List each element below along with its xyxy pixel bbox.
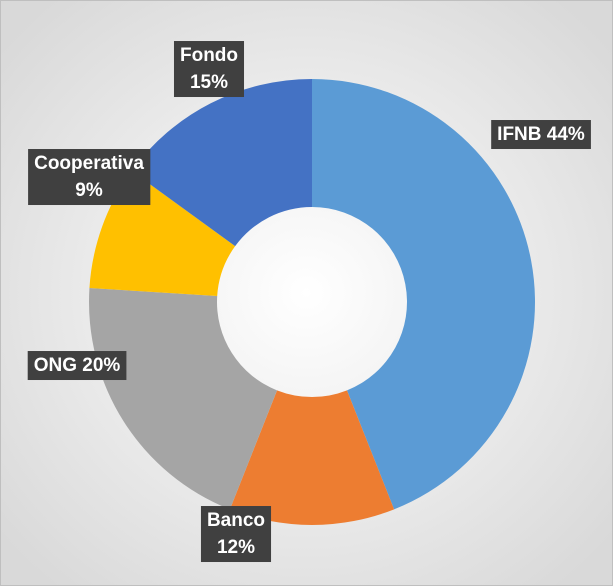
label-value: 44% xyxy=(547,124,585,145)
label-category: ONG xyxy=(34,355,77,376)
label-value: 15% xyxy=(190,72,228,93)
donut-slice xyxy=(312,79,536,510)
label-category: IFNB xyxy=(497,124,541,145)
data-label: Fondo 15% xyxy=(173,41,245,98)
label-category: Cooperativa xyxy=(34,153,144,174)
label-category: Fondo xyxy=(180,45,238,66)
label-box xyxy=(491,120,591,150)
data-label: IFNB 44% xyxy=(491,120,591,150)
donut-slice xyxy=(131,79,312,247)
label-value: 9% xyxy=(75,180,103,201)
label-value: 12% xyxy=(217,537,255,558)
label-box xyxy=(28,149,151,206)
data-label: ONG 20% xyxy=(27,351,127,381)
label: ONG 20% xyxy=(34,355,121,376)
label: IFNB 44% xyxy=(497,124,585,145)
label-value: 20% xyxy=(82,355,120,376)
labels: IFNB 44% Banco 12% ONG 20% Cooperativa 9% Fond… xyxy=(27,41,591,563)
label-category: Banco xyxy=(207,510,265,531)
slices xyxy=(89,79,536,526)
data-label: Banco 12% xyxy=(200,506,272,563)
label-box xyxy=(27,351,127,381)
label-box xyxy=(200,506,272,563)
data-label: Cooperativa 9% xyxy=(28,149,151,206)
label-box xyxy=(173,41,245,98)
donut-slice xyxy=(229,390,395,526)
donut-slice xyxy=(89,287,278,510)
